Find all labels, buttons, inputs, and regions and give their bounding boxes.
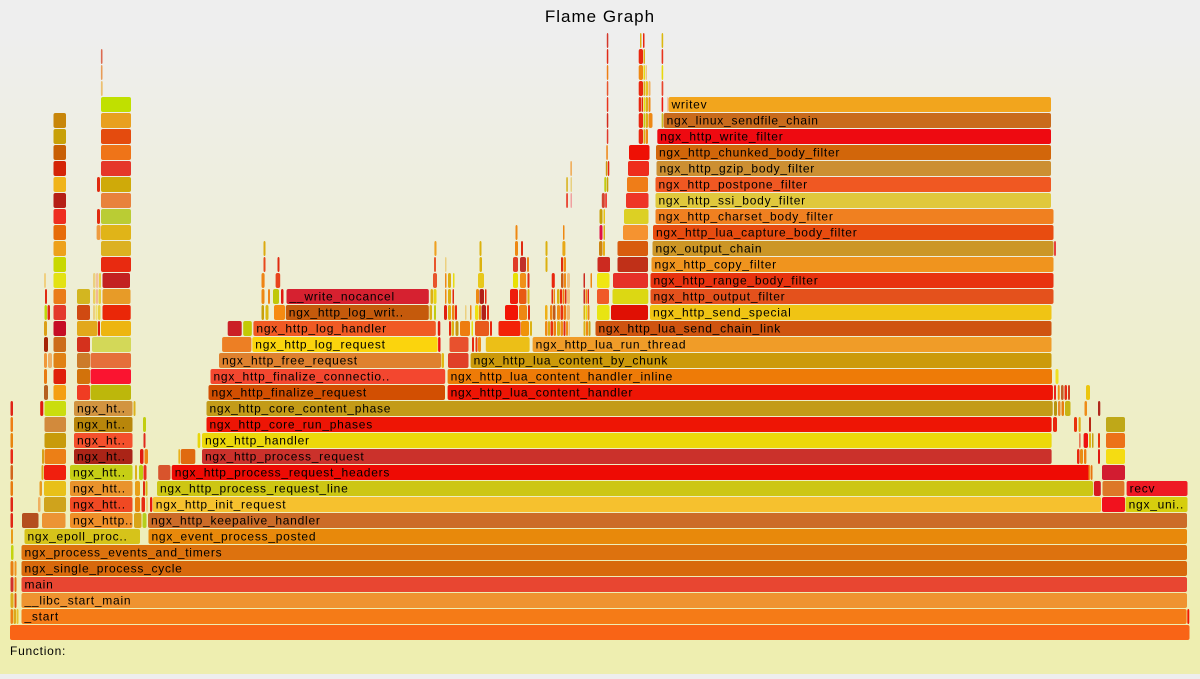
svg-text:ngx_http_lua_capture_body_filt: ngx_http_lua_capture_body_filter xyxy=(656,226,857,240)
svg-text:ngx_http_gzip_body_filter: ngx_http_gzip_body_filter xyxy=(660,162,816,176)
svg-text:ngx_http_process_request: ngx_http_process_request xyxy=(205,450,364,464)
svg-text:__write_nocancel: __write_nocancel xyxy=(289,290,395,304)
svg-text:ngx_ht..: ngx_ht.. xyxy=(77,402,126,416)
svg-text:ngx_http_init_request: ngx_http_init_request xyxy=(156,498,286,512)
svg-text:ngx_http_core_content_phase: ngx_http_core_content_phase xyxy=(210,402,392,416)
svg-text:ngx_http_ssi_body_filter: ngx_http_ssi_body_filter xyxy=(659,194,806,208)
svg-text:ngx_htt..: ngx_htt.. xyxy=(73,498,126,512)
svg-text:_start: _start xyxy=(24,610,60,624)
svg-text:ngx_http_core_run_phases: ngx_http_core_run_phases xyxy=(210,418,373,432)
svg-text:ngx_event_process_posted: ngx_event_process_posted xyxy=(152,530,317,544)
svg-text:ngx_http_write_filter: ngx_http_write_filter xyxy=(660,130,783,144)
svg-text:Flame Graph: Flame Graph xyxy=(545,7,655,26)
svg-text:ngx_http_chunked_body_filter: ngx_http_chunked_body_filter xyxy=(659,146,840,160)
svg-text:recv: recv xyxy=(1130,482,1156,496)
svg-text:ngx_http_free_request: ngx_http_free_request xyxy=(222,354,358,368)
svg-text:writev: writev xyxy=(671,98,708,112)
svg-text:ngx_http_output_filter: ngx_http_output_filter xyxy=(654,290,786,304)
svg-text:ngx_http_keepalive_handler: ngx_http_keepalive_handler xyxy=(151,514,321,528)
svg-text:ngx_http_lua_content_by_chunk: ngx_http_lua_content_by_chunk xyxy=(474,354,669,368)
svg-text:ngx_epoll_proc..: ngx_epoll_proc.. xyxy=(28,530,128,544)
svg-text:ngx_http_range_body_filter: ngx_http_range_body_filter xyxy=(654,274,819,288)
svg-text:ngx_htt..: ngx_htt.. xyxy=(73,482,126,496)
svg-text:ngx_http_process_request_line: ngx_http_process_request_line xyxy=(160,482,349,496)
svg-text:ngx_http_lua_run_thread: ngx_http_lua_run_thread xyxy=(536,338,687,352)
svg-text:ngx_http_finalize_connectio..: ngx_http_finalize_connectio.. xyxy=(214,370,391,384)
svg-text:ngx_linux_sendfile_chain: ngx_linux_sendfile_chain xyxy=(667,114,819,128)
svg-text:ngx_http_lua_send_chain_link: ngx_http_lua_send_chain_link xyxy=(599,322,782,336)
svg-text:ngx_output_chain: ngx_output_chain xyxy=(656,242,763,256)
svg-text:ngx_http_lua_content_handler: ngx_http_lua_content_handler xyxy=(451,386,633,400)
svg-text:ngx_ht..: ngx_ht.. xyxy=(77,450,126,464)
svg-text:ngx_process_events_and_timers: ngx_process_events_and_timers xyxy=(25,546,223,560)
svg-text:ngx_single_process_cycle: ngx_single_process_cycle xyxy=(25,562,183,576)
svg-text:ngx_http..: ngx_http.. xyxy=(73,514,133,528)
svg-text:__libc_start_main: __libc_start_main xyxy=(24,594,132,608)
svg-text:ngx_http_log_writ..: ngx_http_log_writ.. xyxy=(289,306,404,320)
svg-text:ngx_http_postpone_filter: ngx_http_postpone_filter xyxy=(659,178,808,192)
svg-text:ngx_http_lua_content_handler_i: ngx_http_lua_content_handler_inline xyxy=(451,370,673,384)
svg-text:ngx_http_charset_body_filter: ngx_http_charset_body_filter xyxy=(659,210,834,224)
svg-text:ngx_http_finalize_request: ngx_http_finalize_request xyxy=(212,386,368,400)
svg-text:ngx_http_copy_filter: ngx_http_copy_filter xyxy=(655,258,777,272)
svg-text:main: main xyxy=(25,578,54,592)
svg-text:ngx_uni..: ngx_uni.. xyxy=(1129,498,1184,512)
svg-text:ngx_htt..: ngx_htt.. xyxy=(73,466,126,480)
svg-text:ngx_http_process_request_heade: ngx_http_process_request_headers xyxy=(175,466,390,480)
svg-text:ngx_http_log_handler: ngx_http_log_handler xyxy=(256,322,386,336)
svg-text:ngx_ht..: ngx_ht.. xyxy=(77,434,126,448)
svg-text:ngx_http_send_special: ngx_http_send_special xyxy=(653,306,792,320)
svg-text:ngx_http_log_request: ngx_http_log_request xyxy=(255,338,385,352)
svg-text:ngx_ht..: ngx_ht.. xyxy=(77,418,126,432)
svg-text:Function:: Function: xyxy=(10,644,66,658)
svg-text:ngx_http_handler: ngx_http_handler xyxy=(205,434,310,448)
